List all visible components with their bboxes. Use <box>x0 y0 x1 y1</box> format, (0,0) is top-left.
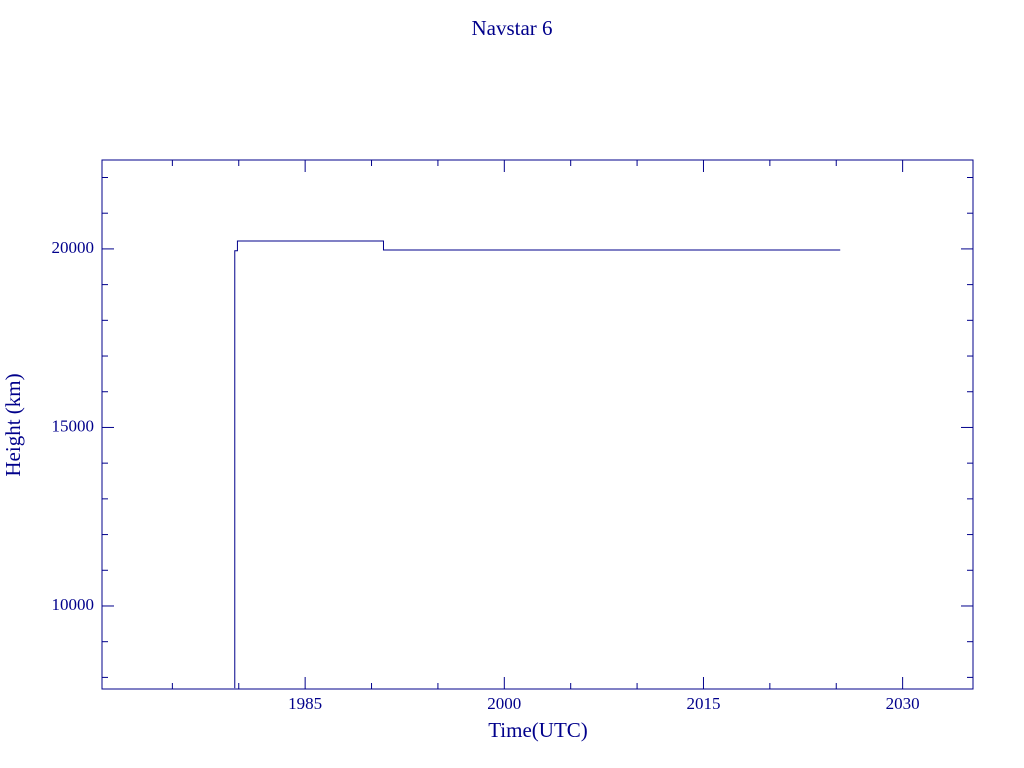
x-tick-label: 2015 <box>686 694 720 713</box>
y-tick-label: 20000 <box>52 238 95 257</box>
y-tick-label: 15000 <box>52 416 95 435</box>
x-tick-label: 2030 <box>886 694 920 713</box>
x-tick-label: 2000 <box>487 694 521 713</box>
x-tick-label: 1985 <box>288 694 322 713</box>
data-line <box>234 240 841 689</box>
plot-frame <box>101 159 974 690</box>
y-axis-label: Height (km) <box>1 373 25 476</box>
x-axis-label: Time(UTC) <box>488 718 588 742</box>
chart-title: Navstar 6 <box>471 16 552 40</box>
y-tick-label: 10000 <box>52 595 95 614</box>
